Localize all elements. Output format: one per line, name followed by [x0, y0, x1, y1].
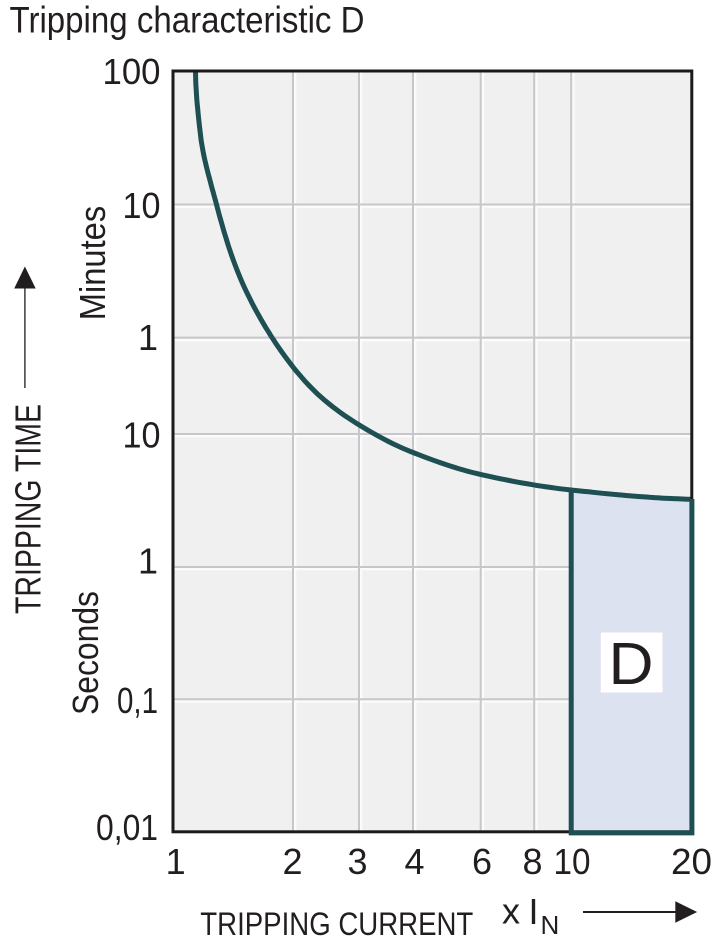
svg-text:Tripping characteristic D: Tripping characteristic D	[10, 0, 365, 41]
svg-text:0,01: 0,01	[96, 807, 158, 848]
svg-text:20: 20	[671, 841, 712, 882]
svg-text:0,1: 0,1	[117, 680, 158, 721]
svg-text:Minutes: Minutes	[72, 206, 113, 321]
svg-text:8: 8	[522, 841, 542, 882]
svg-text:Seconds: Seconds	[65, 591, 106, 715]
svg-text:TRIPPING TIME: TRIPPING TIME	[8, 404, 49, 614]
svg-text:3: 3	[347, 841, 367, 882]
svg-text:10: 10	[123, 415, 161, 456]
svg-text:4: 4	[404, 841, 424, 882]
svg-text:6: 6	[472, 841, 492, 882]
svg-text:TRIPPING CURRENT: TRIPPING CURRENT	[200, 906, 473, 942]
svg-text:100: 100	[103, 51, 161, 92]
svg-text:1: 1	[138, 317, 158, 358]
svg-text:10: 10	[554, 841, 591, 882]
svg-text:1: 1	[138, 541, 158, 582]
svg-text:I: I	[529, 891, 539, 932]
svg-text:2: 2	[282, 841, 302, 882]
svg-text:x: x	[502, 891, 520, 932]
svg-text:N: N	[541, 910, 560, 940]
svg-text:D: D	[609, 631, 654, 697]
svg-text:1: 1	[166, 841, 186, 882]
svg-text:10: 10	[123, 185, 161, 226]
